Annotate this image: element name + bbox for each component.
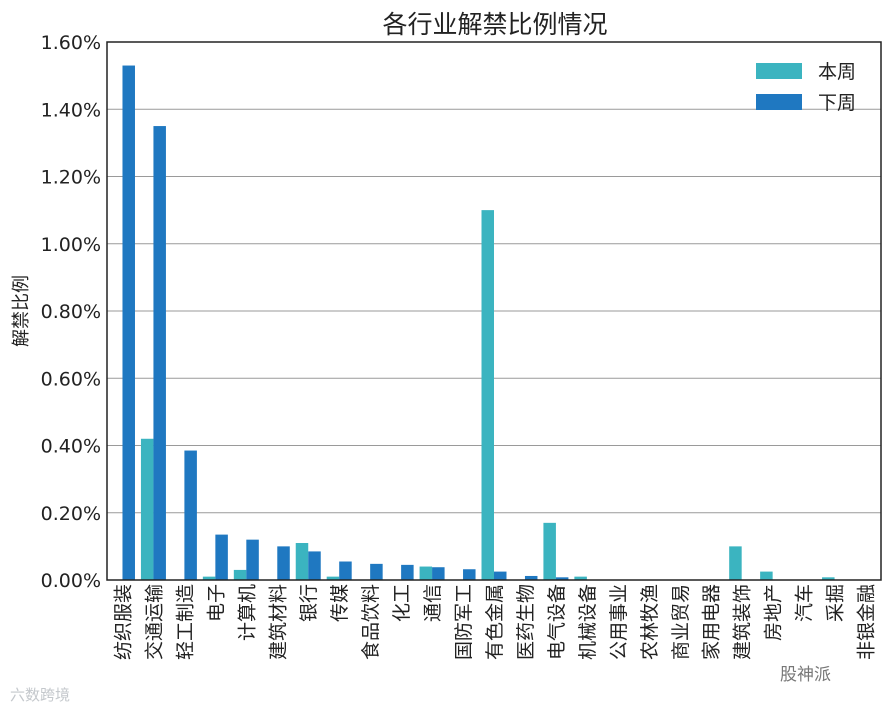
bar-next-week [215, 534, 228, 580]
y-tick-label: 0.60% [41, 368, 101, 390]
x-tick-label: 采掘 [825, 584, 847, 622]
y-tick-label: 0.20% [41, 503, 101, 525]
x-tick-label: 传媒 [329, 584, 351, 622]
x-tick-label: 非银金融 [856, 584, 878, 660]
bar-next-week [432, 567, 445, 580]
x-tick-label: 食品饮料 [360, 584, 382, 660]
x-tick-label: 计算机 [236, 584, 258, 641]
legend-swatch [756, 63, 802, 79]
legend-label: 本周 [818, 61, 856, 83]
bar-this-week [760, 571, 773, 580]
bar-next-week [494, 571, 507, 580]
y-tick-label: 1.60% [41, 32, 101, 54]
chart-title: 各行业解禁比例情况 [382, 10, 607, 39]
bar-next-week [184, 450, 197, 580]
y-tick-label: 1.00% [41, 234, 101, 256]
x-tick-label: 公用事业 [608, 584, 630, 660]
legend-label: 下周 [818, 92, 856, 114]
bar-next-week [524, 575, 538, 580]
bar-this-week [729, 546, 742, 580]
watermark-right: 股神派 [780, 665, 831, 685]
x-tick-label: 机械设备 [577, 584, 599, 660]
bar-next-week [246, 539, 259, 580]
bar-next-week [401, 564, 414, 580]
x-tick-label: 轻工制造 [174, 584, 196, 660]
x-tick-label: 通信 [422, 584, 444, 622]
bar-this-week [202, 576, 216, 580]
bar-next-week [308, 551, 321, 580]
y-axis-label: 解禁比例 [11, 275, 32, 347]
y-tick-label: 1.40% [41, 99, 101, 121]
bar-this-week [822, 577, 835, 580]
bars [122, 65, 835, 581]
bar-next-week [277, 546, 290, 580]
bar-this-week [140, 438, 154, 580]
y-tick-labels: 0.00% 0.20% 0.40% 0.60% 0.80% 1.00% 1.20% 1.40%… [41, 32, 101, 592]
bar-this-week [481, 210, 494, 580]
x-tick-label: 电子 [205, 584, 227, 622]
x-tick-label: 房地产 [763, 584, 785, 641]
y-tick-label: 0.00% [41, 570, 101, 592]
watermark-left: 六数跨境 [10, 686, 71, 704]
bar-next-week [339, 561, 352, 580]
bar-next-week [122, 65, 135, 581]
x-tick-label: 汽车 [794, 584, 816, 622]
x-tick-label: 商业贸易 [670, 584, 692, 660]
x-tick-label: 建筑材料 [267, 584, 289, 660]
x-tick-label: 电气设备 [546, 584, 568, 660]
x-tick-label: 建筑装饰 [732, 584, 754, 660]
bar-next-week [370, 563, 383, 580]
y-tick-label: 0.80% [41, 301, 101, 323]
bar-next-week [463, 569, 476, 580]
x-tick-label: 交通运输 [143, 584, 165, 660]
bar-this-week [419, 566, 433, 580]
x-tick-label: 医药生物 [515, 584, 537, 660]
x-tick-label: 家用电器 [701, 584, 723, 660]
plot-frame [106, 41, 882, 581]
x-tick-label: 国防军工 [453, 584, 475, 660]
bar-this-week [233, 569, 247, 580]
bar-next-week [153, 126, 166, 580]
x-tick-label: 有色金属 [484, 584, 506, 660]
x-tick-labels: 纺织服装 交通运输 轻工制造 电子 计算机 建筑材料 银行 传媒 食品饮料 化工 通信 国防军工 有色金… [112, 584, 877, 660]
x-tick-label: 农林牧渔 [639, 584, 661, 660]
y-tick-label: 0.40% [41, 436, 101, 458]
bar-next-week [555, 577, 569, 580]
bar-this-week [543, 522, 556, 580]
bar-this-week [326, 576, 340, 580]
y-tick-label: 1.20% [41, 167, 101, 189]
legend-swatch [756, 94, 802, 110]
x-tick-label: 化工 [391, 584, 413, 622]
x-tick-label: 纺织服装 [112, 584, 134, 660]
x-tick-label: 银行 [298, 584, 320, 622]
bar-this-week [574, 576, 587, 580]
bar-this-week [295, 543, 309, 580]
